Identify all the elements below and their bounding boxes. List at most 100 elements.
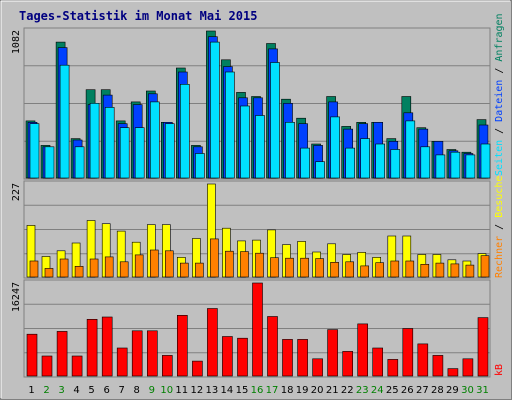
- x-tick-label: 14: [221, 385, 234, 396]
- bar-rechner-day-1: [29, 260, 39, 278]
- x-tick-label: 19: [296, 385, 309, 396]
- bar-rechner-day-5: [89, 258, 99, 278]
- bar-seiten-day-9: [150, 101, 160, 179]
- bar-kb-day-15: [237, 337, 248, 377]
- bars-layer: [25, 30, 491, 377]
- bar-kb-day-29: [447, 368, 459, 377]
- x-tick-label: 26: [401, 385, 414, 396]
- bar-seiten-day-20: [315, 161, 325, 179]
- bar-rechner-day-22: [345, 261, 355, 278]
- bar-kb-day-6: [101, 316, 113, 377]
- legend-dateien: Dateien: [494, 80, 505, 122]
- legend-seiten: Seiten: [494, 140, 505, 176]
- bar-rechner-day-7: [119, 261, 129, 278]
- y-label-middle: 227: [11, 183, 22, 201]
- x-axis-labels: 1 2 3 4 5 6 7 8 9 10 11 12 13 14 15 16 17 18 19 20 21 22 23 24 2…: [28, 385, 489, 396]
- bar-rechner-day-6: [104, 256, 114, 278]
- bar-seiten-day-30: [465, 154, 476, 179]
- bar-seiten-day-1: [29, 123, 40, 179]
- chart-title: Tages-Statistik im Monat Mai 2015: [19, 9, 257, 23]
- y-label-top: 1082: [11, 30, 22, 54]
- x-tick-label: 28: [431, 385, 444, 396]
- x-tick-label: 21: [326, 385, 339, 396]
- bar-kb-day-26: [402, 328, 414, 377]
- bar-rechner-day-16: [255, 252, 264, 278]
- y-label-bottom: 16247: [11, 282, 22, 312]
- x-tick-label: 18: [281, 385, 294, 396]
- x-tick-label: 11: [175, 385, 188, 396]
- bar-seiten-day-26: [405, 120, 416, 179]
- bar-rechner-day-29: [450, 263, 460, 278]
- bar-kb-day-21: [327, 329, 338, 377]
- bar-rechner-day-8: [134, 254, 144, 278]
- x-tick-label: 15: [236, 385, 249, 396]
- bar-rechner-day-3: [59, 258, 69, 278]
- bar-kb-day-14: [222, 336, 233, 377]
- x-tick-label: 5: [88, 385, 94, 396]
- legend-besuche: Besuche: [494, 176, 505, 218]
- legend-kb: kB: [494, 364, 505, 376]
- bar-kb-day-23: [357, 323, 369, 377]
- bar-kb-day-4: [71, 355, 83, 377]
- legend-middle: Rechner / Besuche: [494, 176, 505, 278]
- x-tick-label: 13: [206, 385, 219, 396]
- bar-seiten-day-10: [165, 123, 175, 179]
- x-tick-label: 27: [416, 385, 429, 396]
- bar-rechner-day-14: [225, 250, 234, 278]
- legend-rechner: Rechner: [494, 236, 505, 278]
- bar-rechner-day-9: [150, 249, 159, 278]
- bar-rechner-day-28: [435, 262, 445, 278]
- bar-kb-day-20: [312, 358, 323, 377]
- x-tick-label: 3: [58, 385, 64, 396]
- bar-seiten-day-13: [210, 41, 220, 179]
- x-tick-label: 29: [446, 385, 459, 396]
- bar-seiten-day-24: [375, 143, 386, 179]
- bar-kb-day-3: [56, 331, 68, 377]
- bar-rechner-day-20: [315, 258, 324, 278]
- legend-top: Seiten / Dateien / Anfragen: [494, 13, 505, 176]
- bar-seiten-day-4: [74, 146, 85, 179]
- x-tick-label: 12: [191, 385, 204, 396]
- bar-rechner-day-4: [74, 265, 84, 278]
- bar-kb-day-10: [162, 355, 173, 377]
- legend-sep-3: /: [494, 218, 505, 236]
- bar-kb-day-22: [342, 351, 354, 377]
- bar-kb-day-9: [147, 330, 158, 377]
- bar-seiten-day-23: [360, 138, 371, 179]
- bar-seiten-day-6: [104, 107, 115, 179]
- bar-kb-day-24: [372, 347, 384, 377]
- bar-rechner-day-30: [465, 264, 475, 278]
- bar-seiten-day-12: [195, 153, 205, 179]
- bar-kb-day-5: [86, 318, 98, 377]
- bar-rechner-day-15: [240, 251, 249, 278]
- bar-rechner-day-13: [210, 238, 219, 278]
- bar-seiten-day-28: [435, 154, 446, 179]
- bar-seiten-day-11: [180, 84, 190, 179]
- bar-seiten-day-8: [134, 127, 145, 179]
- bar-seiten-day-15: [240, 105, 250, 179]
- bar-kb-day-18: [282, 339, 293, 377]
- x-tick-label: 30: [461, 385, 474, 396]
- bar-kb-day-16: [252, 282, 263, 377]
- bar-kb-day-13: [207, 308, 218, 377]
- bar-rechner-day-2: [44, 268, 54, 278]
- bar-kb-day-25: [387, 359, 399, 377]
- bar-rechner-day-12: [195, 262, 204, 278]
- bar-rechner-day-17: [270, 257, 279, 278]
- bar-kb-day-11: [177, 314, 188, 377]
- x-tick-label: 2: [43, 385, 49, 396]
- bar-seiten-day-5: [89, 103, 100, 179]
- x-tick-label: 6: [104, 385, 110, 396]
- bar-kb-day-31: [477, 317, 489, 377]
- bar-kb-day-1: [26, 333, 38, 377]
- bar-seiten-day-22: [345, 147, 356, 179]
- bar-rechner-day-10: [165, 250, 174, 278]
- x-tick-label: 4: [73, 385, 79, 396]
- bar-rechner-day-25: [390, 260, 400, 278]
- bar-seiten-day-27: [420, 146, 431, 179]
- bar-seiten-day-29: [450, 151, 461, 179]
- bar-seiten-day-21: [330, 116, 340, 179]
- bar-kb-day-17: [267, 316, 278, 377]
- bar-seiten-day-14: [225, 71, 235, 179]
